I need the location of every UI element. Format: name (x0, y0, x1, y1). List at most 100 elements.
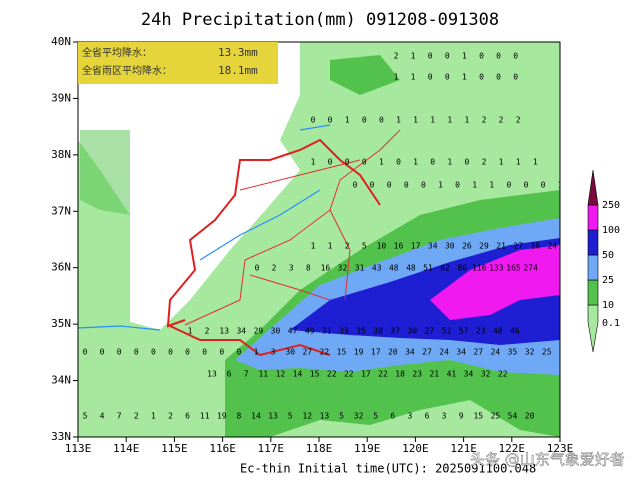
info-box (78, 42, 278, 84)
station-value: 0 (524, 181, 529, 190)
station-value: 20 (388, 348, 398, 357)
footer: Ec-thin Initial time(UTC): 2025091100.04… (240, 462, 536, 476)
station-value: 30 (285, 348, 295, 357)
station-value: 27 (422, 348, 432, 357)
station-value: 20 (525, 412, 535, 421)
station-value: 47 (288, 327, 298, 336)
station-value: 0 (311, 116, 316, 125)
station-value: 6 (390, 412, 395, 421)
station-value: 19 (354, 348, 364, 357)
station-value: 23 (412, 370, 422, 379)
station-value: 11 (258, 370, 268, 379)
field-n (330, 55, 400, 95)
station-value: 13 (268, 412, 278, 421)
station-value: 30 (407, 327, 417, 336)
station-value: 7 (244, 370, 249, 379)
station-value: 2 (168, 412, 173, 421)
station-value: 22 (344, 370, 354, 379)
station-value: 7 (117, 412, 122, 421)
station-value: 1 (379, 158, 384, 167)
x-tick-label: 116E (209, 442, 236, 455)
station-value: 165 (506, 264, 521, 273)
station-value: 12 (276, 370, 286, 379)
station-value: 1 (462, 73, 467, 82)
station-value: 0 (464, 158, 469, 167)
y-tick-label: 34N (51, 374, 71, 387)
station-value: 33 (339, 327, 349, 336)
info-label: 全省平均降水： (82, 46, 152, 59)
station-value: 0 (328, 116, 333, 125)
watermark: 头条 @山东气象爱好者 (470, 451, 625, 469)
station-value: 2 (482, 158, 487, 167)
station-value: 1 (464, 116, 469, 125)
station-value: 133 (489, 264, 504, 273)
station-value: 30 (271, 327, 281, 336)
station-value: 0 (362, 158, 367, 167)
station-value: 1 (447, 158, 452, 167)
station-value: 27 (473, 348, 483, 357)
colorbar-label: 10 (602, 300, 614, 311)
colorbar-label: 0.1 (602, 318, 620, 329)
station-value: 0 (134, 348, 139, 357)
y-tick-label: 36N (51, 261, 71, 274)
station-value: 0 (430, 158, 435, 167)
field-pink (430, 245, 560, 320)
y-tick-label: 39N (51, 91, 71, 104)
station-value: 34 (236, 327, 246, 336)
station-value: 34 (428, 242, 438, 251)
station-value: 2 (272, 264, 277, 273)
axes: 113E 114E 115E 116E 117E 118E 119E 120E 121E 122E… (51, 35, 573, 455)
station-value: 41 (447, 370, 457, 379)
station-value: 49 (305, 327, 315, 336)
station-value: 21 (429, 370, 439, 379)
station-value: 5 (83, 412, 88, 421)
station-value: 51 (423, 264, 433, 273)
station-value: 1 (394, 73, 399, 82)
station-value: 1 (188, 327, 193, 336)
station-value: 12 (302, 412, 312, 421)
station-value: 35 (356, 327, 366, 336)
station-value: 48 (389, 264, 399, 273)
station-value: 0 (168, 348, 173, 357)
station-value: 3 (289, 264, 294, 273)
y-tick-label: 33N (51, 430, 71, 443)
station-value: 38 (373, 327, 383, 336)
station-value: 3 (271, 348, 276, 357)
station-value: 29 (254, 327, 264, 336)
station-value: 9 (459, 412, 464, 421)
station-value: 1 (472, 181, 477, 190)
station-value: 2 (499, 116, 504, 125)
station-value: 0 (379, 116, 384, 125)
station-value: 0 (362, 116, 367, 125)
station-value: 0 (428, 73, 433, 82)
station-value: 31 (355, 264, 365, 273)
station-value: 0 (496, 52, 501, 61)
colorbar-label: 250 (602, 200, 620, 211)
station-value: 0 (513, 73, 518, 82)
station-value: 0 (421, 181, 426, 190)
station-value: 1 (533, 158, 538, 167)
station-value: 0 (496, 73, 501, 82)
colorbar-segment (587, 229, 599, 256)
station-value: 1 (328, 242, 333, 251)
x-tick-label: 120E (402, 442, 429, 455)
station-value: 1 (311, 242, 316, 251)
station-value: 0 (479, 73, 484, 82)
station-value: 22 (320, 348, 330, 357)
station-value: 1 (413, 158, 418, 167)
station-value: 34 (456, 348, 466, 357)
x-tick-label: 113E (65, 442, 92, 455)
river (78, 124, 331, 331)
station-value: 0 (328, 158, 333, 167)
field-west (80, 130, 130, 215)
x-tick-label: 119E (354, 442, 381, 455)
station-value: 1 (558, 181, 563, 190)
station-value: 30 (445, 242, 455, 251)
station-value: 1 (447, 116, 452, 125)
colorbar-segment (587, 169, 599, 206)
station-value: 0 (345, 158, 350, 167)
station-value: 27 (425, 327, 435, 336)
station-value: 24 (548, 242, 558, 251)
station-value: 19 (217, 412, 227, 421)
info-value: 18.1mm (218, 64, 258, 77)
